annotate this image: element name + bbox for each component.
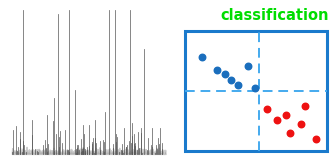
- Point: [314, 137, 319, 140]
- Text: Label-free MS: Label-free MS: [3, 0, 118, 2]
- Point: [222, 73, 228, 75]
- Point: [288, 131, 293, 134]
- Text: classification: classification: [220, 8, 329, 23]
- Point: [298, 122, 304, 125]
- Point: [228, 79, 233, 81]
- Bar: [186, 31, 327, 151]
- Point: [284, 113, 289, 116]
- Point: [274, 118, 279, 121]
- Point: [252, 87, 258, 90]
- Point: [265, 108, 270, 110]
- Point: [214, 69, 219, 72]
- Point: [303, 104, 308, 107]
- Point: [245, 64, 251, 67]
- Point: [235, 84, 241, 86]
- Point: [200, 56, 205, 59]
